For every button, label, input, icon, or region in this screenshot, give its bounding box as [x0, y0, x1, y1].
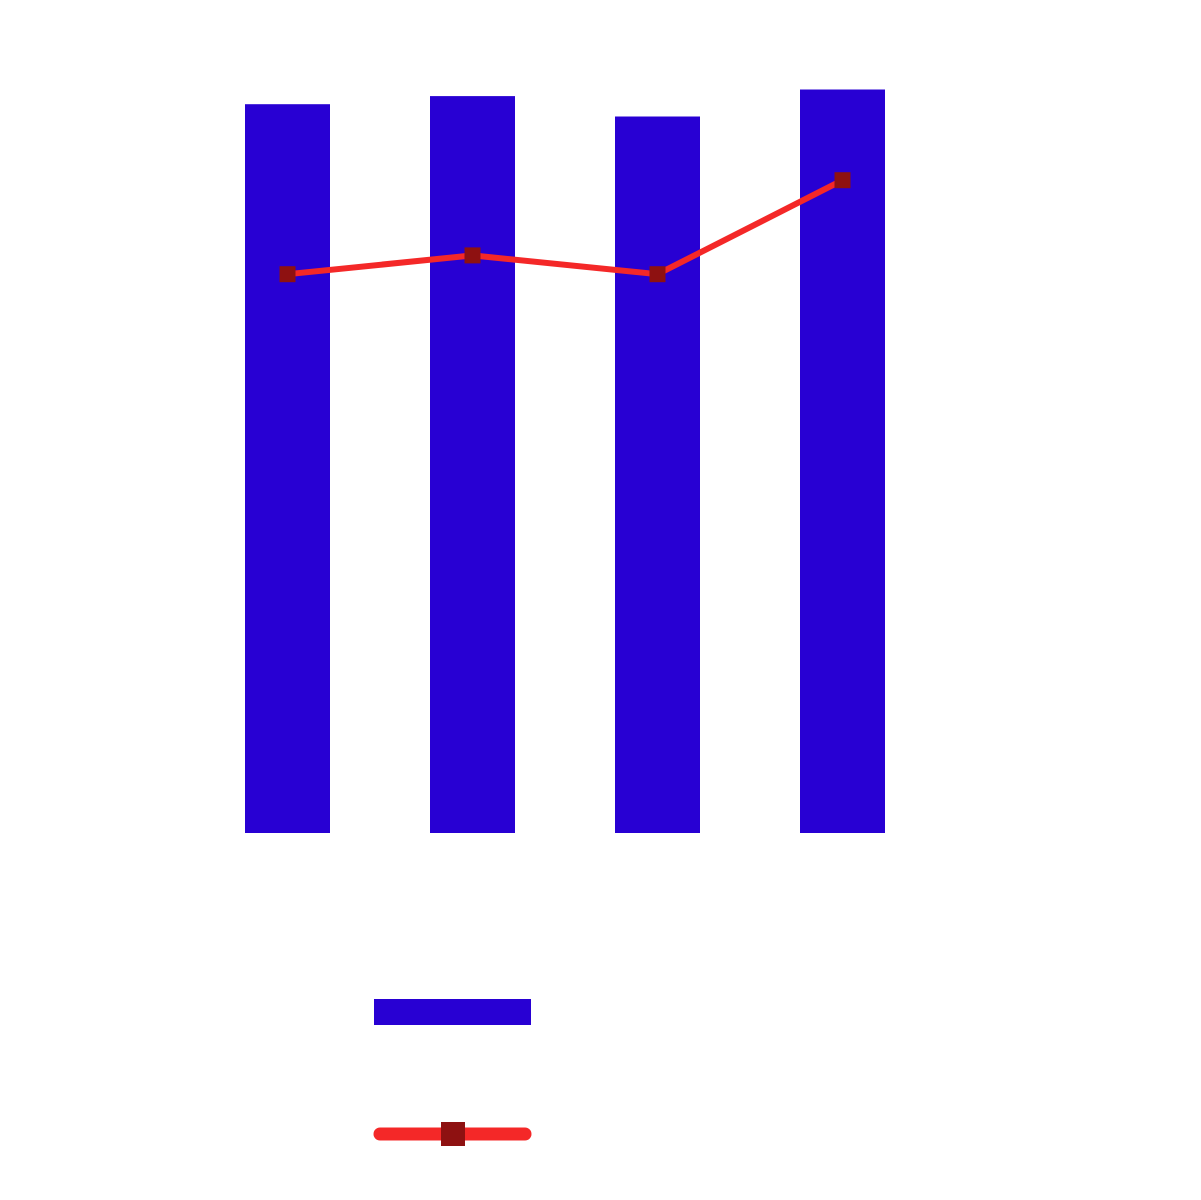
bar-1 — [245, 104, 330, 833]
legend-item-line — [373, 1122, 532, 1146]
legend — [373, 999, 532, 1146]
line-layer — [279, 172, 851, 283]
bar-2 — [430, 96, 515, 834]
legend-swatch-marker — [441, 1122, 465, 1146]
line-point-4 — [834, 172, 851, 189]
line-series-path — [284, 177, 846, 278]
line-point-3 — [649, 266, 666, 283]
legend-item-bar — [374, 999, 531, 1025]
bar-3 — [615, 116, 700, 833]
bar-4 — [800, 89, 885, 833]
bars-layer — [245, 89, 885, 834]
line-point-1 — [279, 266, 296, 283]
legend-swatch-bar — [374, 999, 531, 1025]
line-point-2 — [464, 247, 481, 264]
